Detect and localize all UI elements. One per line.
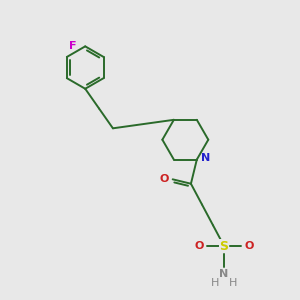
- Text: S: S: [220, 240, 229, 253]
- Text: F: F: [70, 41, 77, 51]
- Text: H: H: [211, 278, 220, 288]
- Text: N: N: [220, 269, 229, 279]
- Text: O: O: [195, 241, 204, 251]
- Text: N: N: [201, 153, 211, 163]
- Text: H: H: [229, 278, 237, 288]
- Text: O: O: [160, 174, 169, 184]
- Text: O: O: [244, 241, 254, 251]
